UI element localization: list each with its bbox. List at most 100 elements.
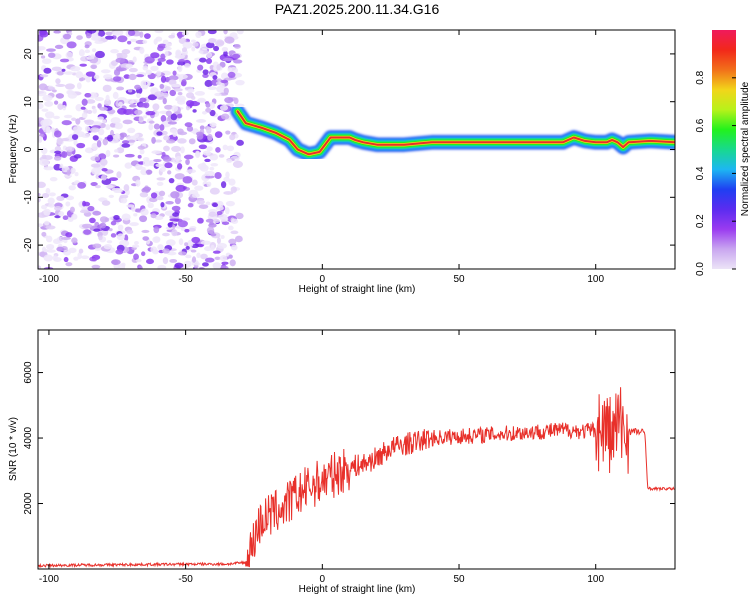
spectrogram-y-tick-label: -10 [23,190,34,205]
noise-blob [83,201,91,207]
noise-blob [155,163,163,168]
noise-blob [112,91,119,100]
noise-blob [144,56,155,64]
noise-blob [205,218,214,223]
snr-y-tick-label: 2000 [23,492,34,515]
spectrogram-x-tick-label: 50 [453,274,465,285]
noise-blob [174,197,181,205]
noise-blob [202,73,209,79]
noise-blob [205,107,212,113]
noise-blob [81,98,88,106]
noise-blob [156,181,164,186]
noise-blob [144,33,151,39]
noise-blob [220,79,229,84]
noise-blob [205,201,211,206]
noise-blob [145,169,153,175]
noise-blob [182,176,193,184]
noise-blob [130,38,137,43]
noise-blob [191,236,201,244]
noise-blob [152,103,160,111]
noise-blob [61,68,66,72]
noise-blob [206,126,212,134]
noise-blob [170,113,178,121]
noise-blob [91,167,101,175]
noise-blob [75,104,83,112]
noise-blob [213,45,220,52]
spectrogram-x-tick-label: 0 [320,274,326,285]
noise-blob [126,108,135,115]
noise-blob [125,63,133,68]
colorbar: 0.0 0.2 0.4 0.6 0.8 Normalized spectral ampl… [695,30,750,276]
noise-blob [156,177,166,181]
noise-blob [167,251,177,256]
noise-blob [47,86,56,91]
spectrogram-x-tick-label: -50 [178,274,193,285]
snr-series-line [38,387,675,569]
noise-blob [209,122,217,128]
noise-blob [65,201,71,207]
noise-blob [59,58,70,63]
noise-blob [230,186,237,193]
noise-blob [216,237,221,245]
noise-blob [139,46,145,54]
noise-blob [206,52,213,59]
noise-blob [189,100,201,107]
noise-blob [92,210,102,216]
noise-blob [154,215,164,220]
noise-blob [160,130,168,136]
noise-blob [66,41,77,49]
noise-blob [146,196,152,204]
noise-blob [95,174,101,180]
noise-blob [54,205,62,211]
noise-blob [54,150,62,154]
noise-blob [164,104,174,110]
noise-blob [91,258,97,262]
noise-blob [191,46,196,52]
noise-blob [63,71,74,75]
noise-blob [159,124,165,131]
noise-blob [86,55,95,60]
noise-blob [162,156,172,162]
noise-blob [223,50,228,57]
noise-blob [39,30,49,38]
spectrogram-x-tick-label: 100 [587,274,604,285]
noise-blob [83,119,91,123]
noise-blob [46,48,56,52]
noise-blob [41,108,49,112]
noise-blob [199,57,207,63]
noise-blob [159,166,166,173]
noise-blob [166,239,176,247]
noise-blob [182,41,193,49]
noise-blob [157,264,167,269]
noise-blob [196,199,205,205]
noise-blob [137,137,145,142]
noise-blob [42,94,53,102]
noise-blob [162,39,169,45]
snr-x-ticks: -100 -50 0 50 100 [39,330,604,585]
noise-blob [56,195,65,202]
noise-blob [192,109,197,113]
noise-blob [91,264,101,269]
noise-blob [187,227,196,232]
noise-blob [38,135,43,143]
snr-x-tick-label: 0 [320,574,326,585]
noise-blob [142,186,152,192]
noise-blob [58,211,65,217]
noise-blob [85,32,92,39]
noise-blob [98,235,103,241]
noise-blob [121,262,126,267]
noise-blob [212,250,221,254]
noise-blob [40,55,46,59]
noise-blob [126,229,134,234]
noise-blob [204,257,215,263]
noise-blob [184,86,194,92]
noise-blob [84,93,92,98]
noise-blob [157,45,164,52]
noise-blob [112,76,122,82]
noise-blob [212,262,222,269]
noise-blob [204,170,215,177]
noise-blob [164,86,171,91]
noise-blob [148,120,155,124]
noise-blob [65,232,73,238]
noise-blob [107,134,114,142]
